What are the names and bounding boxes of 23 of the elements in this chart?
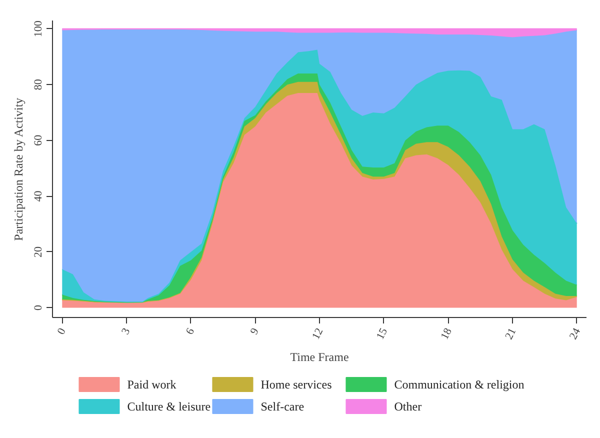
legend-label: Communication & religion xyxy=(394,378,524,392)
x-tick-label: 6 xyxy=(184,326,198,337)
x-axis-title: Time Frame xyxy=(290,350,349,364)
x-tick-label: 0 xyxy=(55,326,69,337)
y-tick-label: 100 xyxy=(32,20,44,38)
y-tick-label: 0 xyxy=(32,304,44,310)
x-tick-label: 15 xyxy=(374,326,390,342)
x-tick-label: 12 xyxy=(310,326,326,342)
x-tick-label: 9 xyxy=(248,326,262,337)
y-tick-label: 80 xyxy=(32,78,44,90)
legend-label: Culture & leisure xyxy=(127,400,211,414)
x-tick-label: 24 xyxy=(567,326,584,342)
legend-label: Other xyxy=(394,400,422,414)
legend-label: Paid work xyxy=(127,378,176,392)
y-tick-label: 40 xyxy=(32,190,44,202)
y-axis-title: Participation Rate by Activity xyxy=(12,98,26,241)
y-tick-label: 20 xyxy=(32,246,44,258)
x-tick-label: 21 xyxy=(503,326,519,342)
x-tick-label: 3 xyxy=(120,326,133,337)
legend-label: Home services xyxy=(260,378,332,392)
y-tick-label: 60 xyxy=(32,134,44,146)
x-tick-label: 18 xyxy=(438,326,455,342)
legend-label: Self-care xyxy=(260,400,304,414)
